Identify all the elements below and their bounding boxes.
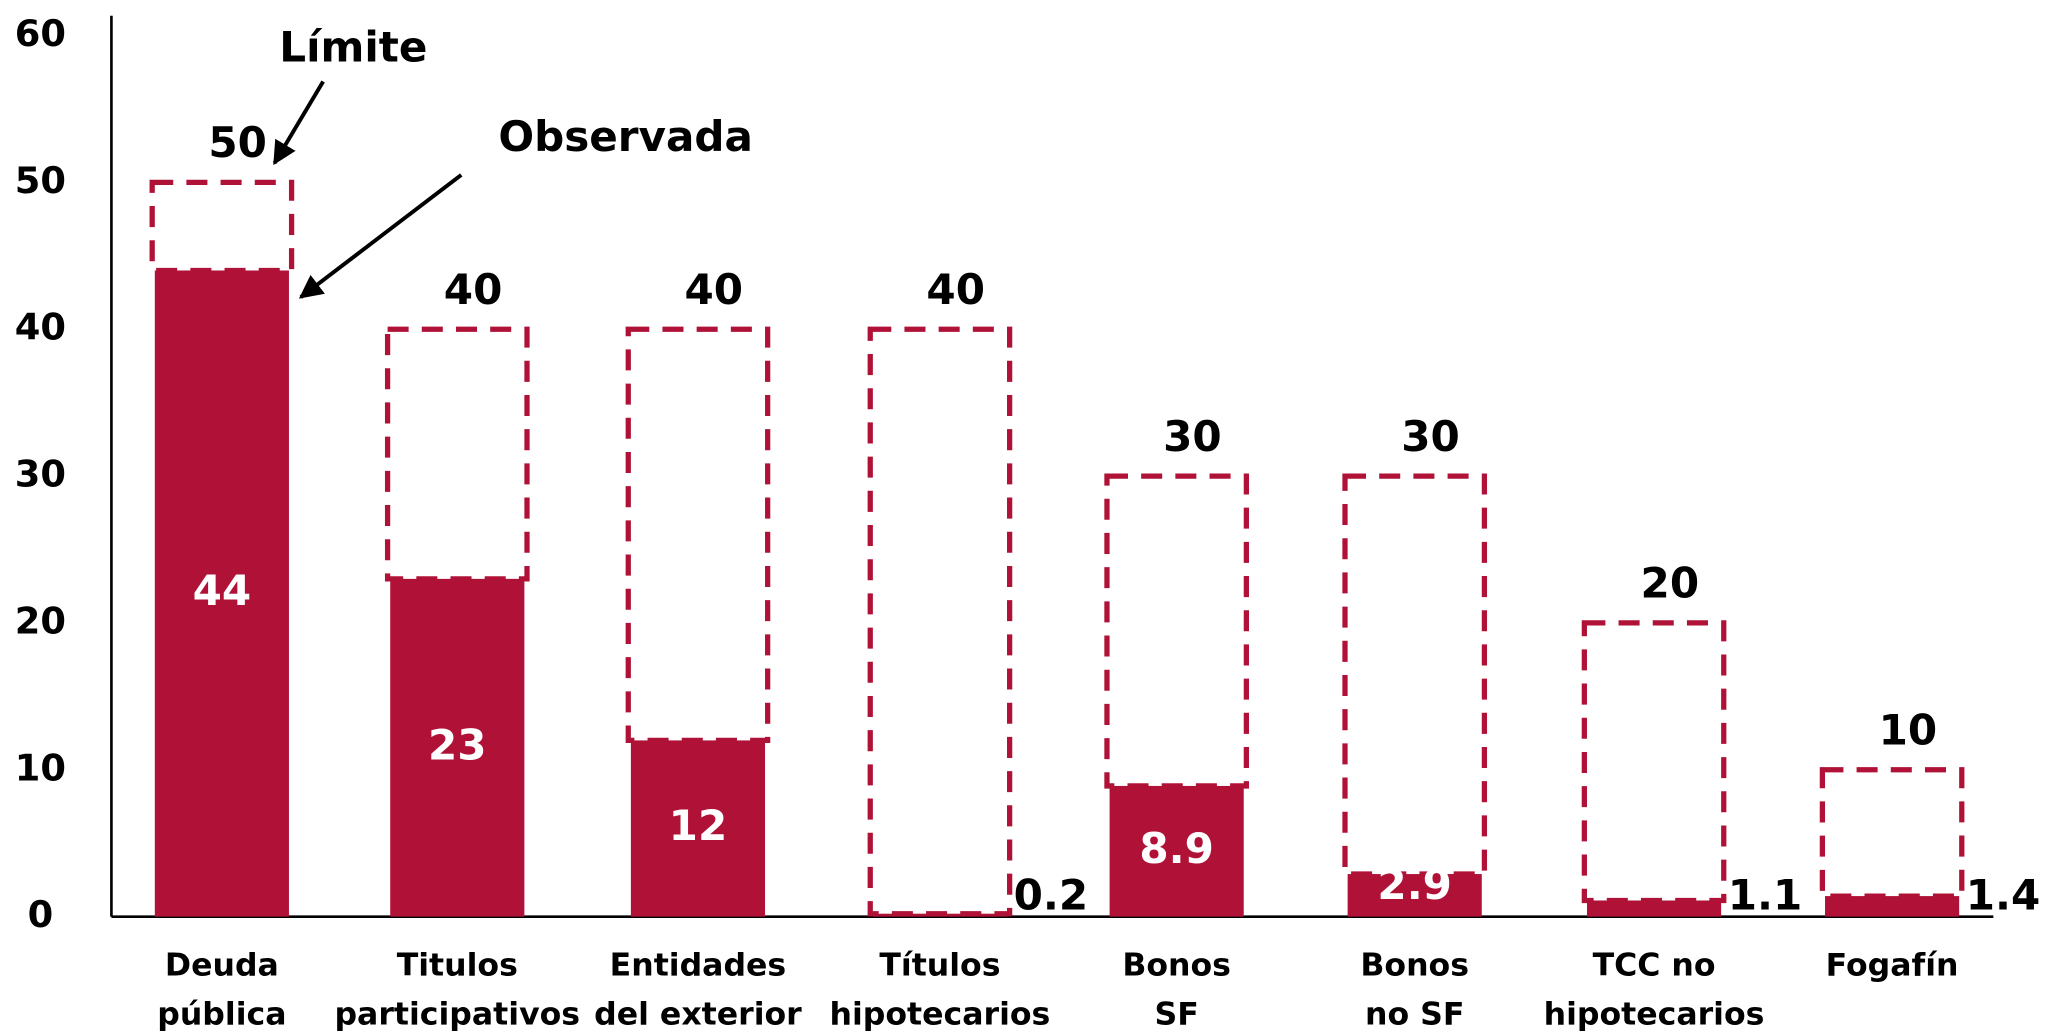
value-label: 23: [428, 720, 487, 769]
x-tick-label: Bonos: [1360, 948, 1469, 984]
bar: [1586, 900, 1722, 917]
x-tick-label: Deuda: [165, 948, 279, 984]
value-label: 0.2: [1014, 871, 1089, 920]
limit-box: [149, 179, 295, 274]
arrow: [298, 173, 463, 299]
x-tick-label: hipotecarios: [830, 996, 1051, 1032]
limit-label: 40: [926, 265, 985, 314]
x-tick-label: Titulos: [397, 948, 518, 984]
x-tick-label: no SF: [1365, 996, 1464, 1032]
x-tick-label: pública: [157, 996, 286, 1032]
y-tick-label: 20: [15, 599, 66, 642]
x-tick-label: del exterior: [594, 996, 802, 1032]
limit-box: [384, 326, 530, 582]
x-tick-label: TCC no: [1593, 948, 1716, 984]
y-tick-label: 40: [15, 306, 66, 349]
annotation: Observada: [498, 112, 753, 161]
y-tick-label: 50: [15, 159, 66, 202]
limit-box: [1581, 620, 1727, 904]
limit-label: 20: [1641, 559, 1700, 608]
limit-box: [1104, 473, 1249, 789]
limit-box: [867, 326, 1013, 917]
limit-label: 10: [1879, 705, 1938, 754]
annotation: Límite: [279, 22, 427, 71]
value-label: 1.1: [1728, 871, 1803, 920]
x-tick-label: Bonos: [1122, 948, 1231, 984]
limit-label: 40: [444, 265, 503, 314]
limit-box: [1819, 767, 1965, 899]
value-label: 1.4: [1966, 871, 2041, 920]
x-tick-label: participativos: [334, 996, 580, 1032]
limit-box: [1342, 473, 1488, 877]
limit-label: 50: [208, 118, 267, 167]
x-tick-label: hipotecarios: [1544, 996, 1765, 1032]
bar: [154, 270, 289, 917]
limit-box: [625, 326, 771, 744]
bar: [630, 740, 766, 917]
value-label: 2.9: [1377, 860, 1452, 909]
bar: [390, 578, 525, 917]
x-tick-label: Fogafín: [1826, 948, 1959, 984]
x-tick-label: Títulos: [879, 948, 1000, 984]
x-tick-label: Entidades: [610, 948, 787, 984]
y-tick-label: 10: [15, 746, 66, 789]
x-tick-label: SF: [1155, 996, 1199, 1032]
limit-label: 30: [1401, 412, 1460, 461]
value-label: 8.9: [1139, 824, 1214, 873]
bar: [1109, 785, 1244, 917]
y-tick-label: 30: [15, 453, 66, 496]
arrow: [272, 80, 325, 166]
value-label: 12: [669, 801, 728, 850]
limit-label: 30: [1163, 412, 1222, 461]
bar: [1347, 874, 1482, 917]
y-tick-label: 60: [15, 12, 66, 55]
value-label: 44: [193, 566, 252, 615]
limit-label: 40: [684, 265, 743, 314]
bar: [1825, 896, 1960, 917]
y-tick-label: 0: [28, 893, 54, 936]
